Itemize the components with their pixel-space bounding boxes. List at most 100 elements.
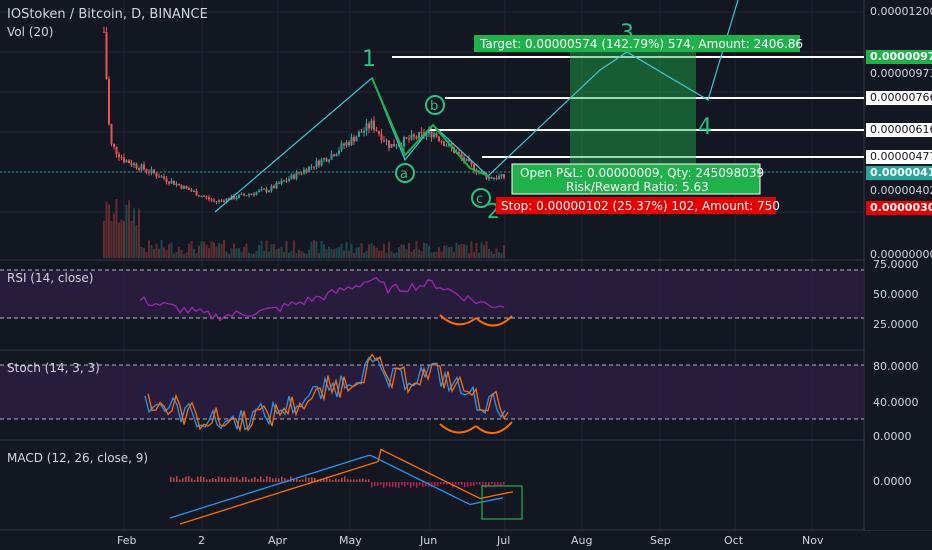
macd-histogram-bar: [422, 482, 424, 487]
candle-body: [320, 159, 323, 166]
macd-histogram-bar: [176, 476, 178, 482]
macd-histogram-bar: [326, 476, 328, 482]
volume-bar: [475, 242, 478, 258]
candle-body: [460, 153, 463, 158]
open-pnl-box: [511, 163, 761, 195]
macd-histogram-bar: [215, 478, 217, 482]
macd-highlight-box: [481, 485, 523, 520]
candle-body: [345, 142, 348, 146]
macd-histogram-bar: [461, 482, 463, 485]
candle-body: [288, 178, 290, 181]
macd-histogram-bar: [188, 476, 190, 482]
volume-label[interactable]: Vol (20): [7, 25, 54, 39]
volume-bar: [413, 249, 415, 258]
chart-title[interactable]: IOStoken / Bitcoin, D, BINANCE: [7, 7, 208, 22]
volume-bar: [445, 245, 448, 258]
candle-body: [388, 140, 390, 148]
stoch-tick-80: 80.0000: [873, 360, 919, 373]
macd-histogram-bar: [293, 479, 295, 482]
candle-body: [340, 143, 343, 151]
volume-bar: [198, 245, 200, 258]
candle-body: [328, 159, 330, 162]
macd-histogram-bar: [362, 478, 364, 482]
stoch-title[interactable]: Stoch (14, 3, 3): [7, 361, 100, 375]
volume-bar: [318, 253, 320, 258]
candle-body: [218, 200, 220, 202]
macd-histogram-bar: [314, 477, 316, 482]
macd-histogram-bar: [353, 479, 355, 482]
volume-bar: [378, 250, 380, 258]
candle-body: [498, 176, 500, 180]
stoch-tick-0: 0.0000: [873, 430, 912, 443]
wave-circle-c: [471, 188, 491, 208]
price-tick-6: 0.00000411: [870, 166, 932, 179]
time-label-nov: Nov: [802, 534, 824, 547]
candle-body: [183, 185, 185, 189]
candle-body: [253, 193, 255, 195]
macd-histogram-bar: [263, 479, 265, 482]
volume-bar: [218, 243, 220, 258]
volume-bar: [313, 240, 315, 258]
candle-body: [458, 152, 460, 154]
candle-body: [385, 140, 388, 142]
volume-bar: [285, 241, 288, 258]
candle-body: [265, 188, 268, 192]
candle-body: [235, 197, 238, 200]
volume-bar: [488, 249, 490, 258]
volume-bar: [485, 241, 488, 258]
volume-bar: [308, 249, 310, 258]
candle-body: [285, 180, 288, 182]
price-tick-3: 0.00000766: [870, 91, 932, 104]
macd-histogram-bar: [377, 482, 379, 487]
candle-body: [225, 198, 228, 202]
volume-bar: [103, 220, 105, 258]
candle-body: [243, 193, 245, 196]
volume-bar: [150, 245, 153, 258]
candle-body: [280, 180, 283, 184]
macd-histogram-bar: [290, 476, 292, 482]
volume-bar: [125, 204, 128, 258]
candle-body: [153, 169, 155, 174]
macd-histogram-bar: [389, 482, 391, 488]
macd-histogram-bar: [266, 476, 268, 482]
rsi-title[interactable]: RSI (14, close): [7, 271, 94, 285]
wave-label-4: 4: [698, 115, 712, 140]
macd-histogram-bar: [386, 482, 388, 487]
candle-body: [300, 173, 303, 175]
price-axis[interactable]: [865, 0, 932, 530]
macd-histogram-bar: [485, 482, 487, 488]
candle-body: [220, 200, 223, 202]
volume-bar: [435, 251, 438, 258]
volume-bar: [453, 252, 455, 258]
macd-histogram-bar: [191, 478, 193, 482]
price-tick-0: 0.00001200: [870, 5, 932, 18]
macd-title[interactable]: MACD (12, 26, close, 9): [7, 451, 149, 465]
volume-bar: [448, 246, 450, 258]
target-label-box: [474, 35, 800, 52]
volume-bar: [160, 240, 163, 258]
macd-histogram-bar: [236, 477, 238, 482]
macd-histogram-bar: [401, 482, 403, 485]
candle-body: [105, 31, 108, 80]
volume-bar: [240, 251, 243, 258]
volume-bar: [365, 250, 368, 258]
candle-body: [468, 158, 470, 162]
candle-body: [410, 134, 413, 140]
wave-label-b: b: [430, 99, 438, 114]
candle-body: [200, 195, 203, 197]
candle-body: [383, 140, 385, 142]
candle-body: [428, 129, 430, 134]
volume-bar: [140, 247, 143, 258]
volume-bar: [123, 221, 125, 258]
volume-bar: [155, 243, 158, 258]
candle-body: [415, 136, 418, 139]
macd-histogram-bar: [455, 482, 457, 485]
volume-bar: [438, 247, 440, 258]
volume-bar: [450, 246, 453, 258]
wave-circle-a: [395, 163, 415, 183]
candle-body: [108, 79, 110, 125]
candle-body: [435, 133, 438, 137]
macd-histogram-bar: [380, 482, 382, 485]
macd-histogram-bar: [209, 479, 211, 482]
